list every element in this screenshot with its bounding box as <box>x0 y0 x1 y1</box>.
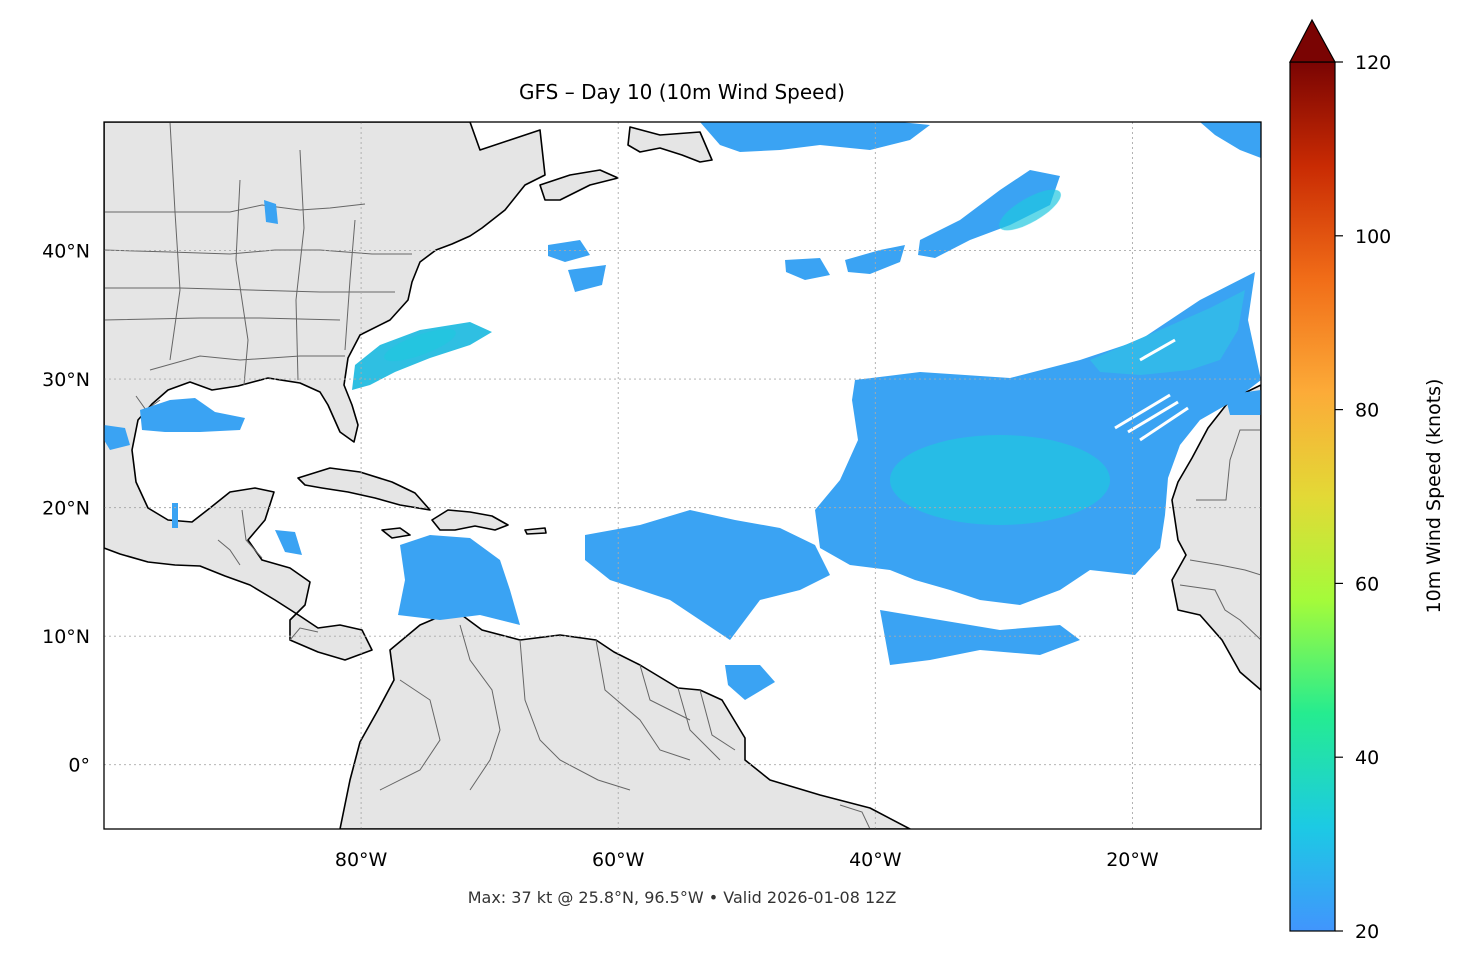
wind-region-guiana-coast <box>725 665 775 700</box>
colorbar-tick-label: 80 <box>1355 400 1379 422</box>
wind-region-east-atlantic-streaks <box>1090 290 1245 375</box>
wind-region-south-of-carolinas <box>352 322 492 390</box>
wind-region-west-africa-coast <box>1225 390 1261 415</box>
map-footer: Max: 37 kt @ 25.8°N, 96.5°W • Valid 2026… <box>468 888 897 907</box>
wind-region-caribbean <box>398 535 520 625</box>
wind-region-tropical-atlantic-south <box>880 610 1080 665</box>
lat-tick-label: 20°N <box>42 498 90 520</box>
wind-region-tropical-atlantic <box>585 510 830 640</box>
wind-region-north-atlantic-d <box>845 245 905 274</box>
newfoundland-island <box>627 126 713 163</box>
colorbar-ticks: 120 100 80 60 40 20 <box>1335 52 1391 943</box>
hispaniola-island <box>431 509 509 531</box>
lat-tick-label: 10°N <box>42 626 90 648</box>
colorbar: 120 100 80 60 40 20 10m Wind Speed (knots) <box>1289 18 1445 943</box>
wind-region-north-atlantic-g <box>568 265 606 292</box>
wind-region-yucatan <box>172 503 178 528</box>
wind-region-caribbean-west <box>275 530 302 555</box>
wind-fast-core <box>384 189 1110 525</box>
latitude-tick-labels: 40°N 30°N 20°N 10°N 0° <box>42 241 90 777</box>
colorbar-tick-label: 100 <box>1355 226 1391 248</box>
colorbar-extend-arrow <box>1289 18 1337 63</box>
wind-region-north-atlantic-f <box>548 240 590 262</box>
map-title: GFS – Day 10 (10m Wind Speed) <box>519 80 845 104</box>
colorbar-tick-label: 60 <box>1355 573 1379 595</box>
africa-land <box>1171 384 1261 691</box>
political-borders <box>104 122 1261 829</box>
colorbar-gradient <box>1289 61 1336 932</box>
wind-region-north-atlantic-c <box>918 170 1060 258</box>
nova-scotia-land <box>539 169 619 201</box>
longitude-tick-labels: 80°W 60°W 40°W 20°W <box>335 849 1159 871</box>
colorbar-tick-label: 20 <box>1355 921 1379 943</box>
wind-region-great-lakes <box>264 200 278 224</box>
jamaica-island <box>381 527 411 539</box>
lon-tick-label: 20°W <box>1106 849 1159 871</box>
lon-tick-label: 60°W <box>592 849 645 871</box>
wind-region-north-atlantic-e <box>785 258 830 280</box>
colorbar-tick-label: 40 <box>1355 747 1379 769</box>
north-america-land <box>104 122 546 661</box>
lon-tick-label: 40°W <box>849 849 902 871</box>
lat-tick-label: 40°N <box>42 241 90 263</box>
south-america-land <box>339 609 911 829</box>
wind-region-north-atlantic-a <box>700 122 930 152</box>
wind-core-streaks <box>1114 338 1189 442</box>
wind-region-north-atlantic-b <box>1200 122 1261 158</box>
land-areas <box>104 122 1261 829</box>
puerto-rico-island <box>524 527 547 535</box>
colorbar-tick-label: 120 <box>1355 52 1391 74</box>
colorbar-label: 10m Wind Speed (knots) <box>1423 379 1445 614</box>
wind-region-gulf-of-mexico-west <box>104 425 130 450</box>
map-frame <box>103 121 1262 830</box>
lat-tick-label: 0° <box>68 755 90 777</box>
lat-tick-label: 30°N <box>42 369 90 391</box>
lon-tick-label: 80°W <box>335 849 388 871</box>
wind-region-gulf-of-mexico <box>140 398 245 432</box>
